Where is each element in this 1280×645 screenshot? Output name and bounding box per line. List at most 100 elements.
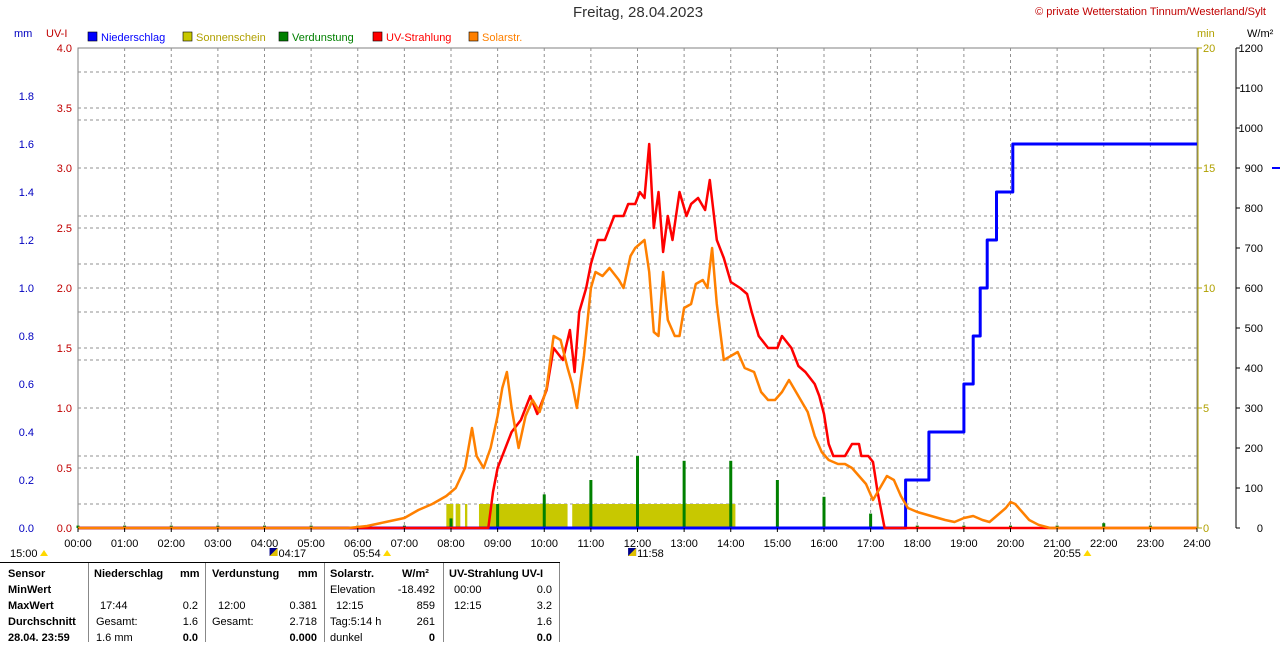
x-tick-label: 09:00 <box>484 538 512 550</box>
wm2-tick-label: 900 <box>1245 163 1263 175</box>
uv-tick-label: 0.0 <box>57 523 72 535</box>
wm2-unit-label: W/m² <box>1247 28 1274 40</box>
niederschlag-max-time: 17:44 <box>100 600 128 612</box>
x-tick-label: 20:00 <box>997 538 1025 550</box>
x-tick-label: 11:00 <box>578 538 605 550</box>
sunshine-bar <box>455 504 461 528</box>
solar-line <box>78 238 1197 530</box>
sun-event-label: 15:00 <box>10 548 38 560</box>
credit-text: © private Wetterstation Tinnum/Westerlan… <box>1035 6 1266 18</box>
series-lines <box>78 142 1197 530</box>
niederschlag-line <box>78 142 1197 530</box>
x-tick-label: 00:00 <box>64 538 92 550</box>
mm-tick-label: 0.6 <box>19 379 34 391</box>
wm2-tick-label: 100 <box>1245 483 1263 495</box>
x-tick-label: 02:00 <box>157 538 185 550</box>
verdunstung-max-val: 0.381 <box>289 600 317 612</box>
row-label-max: MaxWert <box>8 600 54 612</box>
wm2-tick-label: 600 <box>1245 283 1263 295</box>
min-tick-label: 0 <box>1203 523 1209 535</box>
weather-chart: 00:00 01:00 02:00 03:00 04:00 05:00 06:00 07:00… <box>10 28 1280 560</box>
uv-tick-label: 4.0 <box>57 43 72 55</box>
x-tick-label: 08:00 <box>437 538 465 550</box>
row-label-sensor: Sensor <box>8 568 46 580</box>
chart-grid <box>77 47 1198 529</box>
uv-min-time: 00:00 <box>454 584 482 596</box>
niederschlag-gesamt-label: Gesamt: <box>96 616 138 628</box>
x-tick-label: 12:00 <box>624 538 652 550</box>
uv-unit-label: UV-I <box>46 28 67 40</box>
solar-unit: W/m² <box>402 568 429 580</box>
x-tick-label: 24:00 <box>1183 538 1211 550</box>
evaporation-spikes <box>76 456 1152 528</box>
legend-label: UV-Strahlung <box>386 32 451 44</box>
x-tick-label: 10:00 <box>530 538 558 550</box>
niederschlag-unit: mm <box>180 568 200 580</box>
x-tick-label: 23:00 <box>1137 538 1165 550</box>
sun-half-icon <box>628 548 637 556</box>
niederschlag-last-right: 0.0 <box>182 632 198 644</box>
legend-swatch <box>372 31 383 42</box>
uv-tick-label: 3.5 <box>57 103 72 115</box>
niederschlag-max-val: 0.2 <box>182 600 198 612</box>
solar-tag-val: 261 <box>416 616 435 628</box>
niederschlag-gesamt-val: 1.6 <box>182 616 198 628</box>
solar-max-time: 12:15 <box>336 600 364 612</box>
x-tick-label: 04:00 <box>251 538 279 550</box>
verdunstung-last-val: 0.000 <box>289 632 317 644</box>
x-tick-label: 15:00 <box>764 538 792 550</box>
verdunstung-max-time: 12:00 <box>218 600 246 612</box>
wm2-tick-label: 1200 <box>1239 43 1263 55</box>
min-tick-label: 5 <box>1203 403 1209 415</box>
sun-event-label: 05:54 <box>353 548 381 560</box>
solar-elevation-val: -18.492 <box>397 584 435 596</box>
mm-tick-label: 0.4 <box>19 427 34 439</box>
uv-tick-label: 2.5 <box>57 223 72 235</box>
x-tick-label: 17:00 <box>857 538 885 550</box>
min-tick-label: 10 <box>1203 283 1215 295</box>
axes-labels: 00:00 01:00 02:00 03:00 04:00 05:00 06:00 07:00… <box>14 28 1280 550</box>
stats-table: Sensor MinWert MaxWert Durchschnitt 28.0… <box>0 562 560 644</box>
solar-tag-label: Tag:5:14 h <box>330 616 382 628</box>
wm2-tick-label: 300 <box>1245 403 1263 415</box>
evaporation-spike <box>542 494 546 528</box>
mm-tick-label: 0.2 <box>19 475 34 487</box>
x-tick-label: 05:00 <box>297 538 325 550</box>
uv-max-time: 12:15 <box>454 600 482 612</box>
verdunstung-unit: mm <box>298 568 318 580</box>
sunshine-bar <box>464 504 468 528</box>
solar-elevation-label: Elevation <box>330 584 376 596</box>
legend-label: Verdunstung <box>292 32 354 44</box>
row-label-last: 28.04. 23:59 <box>8 632 70 644</box>
mm-tick-label: 1.0 <box>19 283 34 295</box>
legend: Niederschlag Sonnenschein Verdunstung UV-St… <box>87 31 522 44</box>
verdunstung-header: Verdunstung <box>212 568 280 580</box>
min-tick-label: 15 <box>1203 163 1215 175</box>
min-unit-label: min <box>1197 28 1215 40</box>
x-tick-label: 22:00 <box>1090 538 1118 550</box>
row-label-avg: Durchschnitt <box>8 616 76 628</box>
min-tick-label: 20 <box>1203 43 1215 55</box>
x-tick-label: 13:00 <box>670 538 698 550</box>
chart-title: Freitag, 28.04.2023 <box>572 4 704 21</box>
x-tick-label: 21:00 <box>1043 538 1071 550</box>
sun-event-label: 20:55 <box>1053 548 1081 560</box>
evaporation-spike <box>496 504 500 528</box>
legend-swatch <box>468 31 479 42</box>
uv-tick-label: 1.0 <box>57 403 72 415</box>
x-tick-label: 16:00 <box>810 538 838 550</box>
evaporation-spike <box>869 513 873 528</box>
x-tick-label: 01:00 <box>111 538 139 550</box>
x-tick-label: 07:00 <box>391 538 419 550</box>
sun-triangle-icon <box>383 550 392 556</box>
evaporation-spike <box>775 480 779 528</box>
legend-swatch <box>278 31 289 42</box>
sunshine-bar <box>451 504 454 528</box>
sunshine-bars <box>446 504 736 528</box>
mm-unit-label: mm <box>14 28 32 40</box>
niederschlag-header: Niederschlag <box>94 568 164 580</box>
mm-tick-label: 1.6 <box>19 139 34 151</box>
verdunstung-gesamt-label: Gesamt: <box>212 616 254 628</box>
uv-tick-label: 2.0 <box>57 283 72 295</box>
solar-header: Solarstr. <box>330 568 375 580</box>
